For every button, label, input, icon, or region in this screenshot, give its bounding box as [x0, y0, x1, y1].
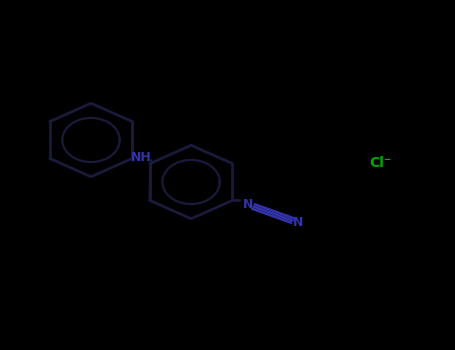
Text: NH: NH	[131, 151, 152, 164]
Text: N: N	[243, 198, 253, 211]
Text: N: N	[293, 216, 303, 229]
Text: Cl⁻: Cl⁻	[369, 156, 391, 170]
